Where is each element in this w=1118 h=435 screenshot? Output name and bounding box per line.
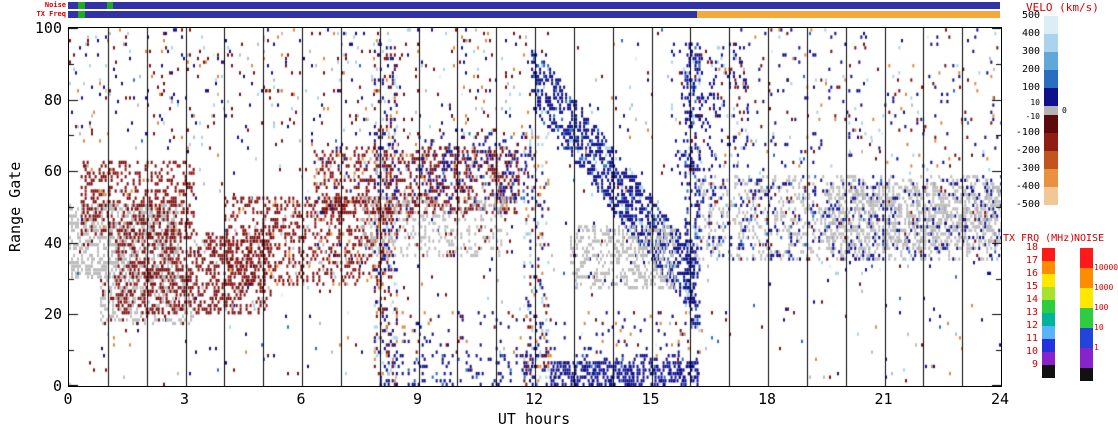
txfreq-strip-segment [77, 11, 86, 18]
velocity-colorbar-segment [1044, 151, 1058, 169]
plot-area [68, 27, 1002, 387]
velocity-colorbar-label: 100 [1021, 82, 1040, 93]
noise-colorbar-title: NOISE [1074, 233, 1105, 244]
noise-strip-segment [85, 2, 107, 9]
txfrq-colorbar-segment [1042, 339, 1055, 352]
velocity-colorbar-label: -300 [1015, 163, 1040, 174]
noise-colorbar-segment [1080, 248, 1093, 268]
noise-strip-segment [112, 2, 1000, 9]
noise-colorbar-segment [1080, 288, 1093, 308]
velocity-colorbar-segment [1044, 16, 1058, 34]
noise-colorbar-label: 100 [1094, 303, 1109, 312]
velocity-colorbar-segment [1044, 115, 1058, 133]
y-tick-label: 40 [43, 233, 62, 252]
noise-colorbar-label: 10 [1094, 323, 1104, 332]
noise-strip-segment [77, 2, 86, 9]
txfrq-colorbar-segment [1042, 248, 1055, 261]
y-tick-label: 0 [52, 377, 62, 395]
y-tick-label: 20 [43, 305, 62, 324]
txfreq-strip-segment [68, 11, 78, 18]
txfrq-colorbar-label: 10 [1025, 346, 1038, 357]
noise-colorbar-segment [1080, 348, 1093, 368]
txfrq-colorbar-label: 9 [1031, 359, 1038, 370]
noise-colorbar-label: 1 [1094, 343, 1099, 352]
velocity-colorbar-label: -10 [1025, 112, 1040, 121]
noise-colorbar-segment [1080, 328, 1093, 348]
noise-strip-label: Noise [44, 1, 66, 9]
velocity-colorbar-label: -100 [1015, 127, 1040, 138]
velocity-colorbar-label: -200 [1015, 145, 1040, 156]
velocity-colorbar-segment [1044, 187, 1058, 205]
noise-colorbar-bottom-segment [1080, 368, 1093, 381]
x-tick-label: 15 [641, 390, 660, 408]
x-tick-label: 0 [63, 390, 73, 408]
txfrq-colorbar-label: 16 [1025, 268, 1038, 279]
velocity-colorbar-segment [1044, 133, 1058, 151]
x-tick-label: 9 [412, 390, 423, 408]
velocity-colorbar-label: 200 [1021, 64, 1040, 75]
txfrq-colorbar-segment [1042, 300, 1055, 313]
velocity-colorbar-zero-label: 0 [1062, 106, 1067, 115]
velocity-colorbar-title: VELO (km/s) [1026, 1, 1099, 14]
txfrq-colorbar-title: TX FRQ (MHz) [1003, 233, 1076, 244]
x-tick-label: 3 [179, 390, 190, 408]
velocity-colorbar-zero-segment [1044, 106, 1058, 115]
txfreq-status-strip [68, 11, 1000, 18]
velocity-colorbar-segment [1044, 88, 1058, 106]
txfrq-colorbar-label: 15 [1025, 281, 1038, 292]
txfrq-colorbar-bottom-segment [1042, 365, 1055, 378]
txfrq-colorbar-segment [1042, 326, 1055, 339]
txfrq-colorbar-label: 11 [1025, 333, 1038, 344]
txfrq-colorbar-label: 13 [1025, 307, 1038, 318]
x-tick-label: 12 [524, 390, 544, 408]
noise-colorbar-label: 10000 [1094, 263, 1118, 272]
velocity-colorbar-label: -400 [1015, 181, 1040, 192]
noise-status-strip [68, 2, 1000, 9]
x-axis-label: UT hours [497, 410, 571, 428]
noise-strip-segment [68, 2, 78, 9]
noise-colorbar-segment [1080, 268, 1093, 288]
velocity-colorbar-segment [1044, 34, 1058, 52]
velocity-colorbar-label: 10 [1030, 98, 1040, 107]
velocity-colorbar-segment [1044, 52, 1058, 70]
noise-colorbar-label: 1000 [1094, 283, 1114, 292]
noise-colorbar-segment [1080, 308, 1093, 328]
velocity-colorbar-segment [1044, 70, 1058, 88]
txfreq-strip-label: TX Freq [36, 10, 66, 18]
txfrq-colorbar-segment [1042, 287, 1055, 300]
txfrq-colorbar-label: 18 [1025, 242, 1038, 253]
txfrq-colorbar-segment [1042, 352, 1055, 365]
y-tick-label: 100 [34, 19, 62, 37]
txfrq-colorbar-segment [1042, 261, 1055, 274]
txfreq-strip-segment [697, 11, 1000, 18]
y-tick-label: 60 [43, 162, 62, 181]
velocity-colorbar-label: 400 [1021, 28, 1040, 39]
x-tick-label: 24 [990, 390, 1010, 408]
txfrq-colorbar-label: 17 [1025, 255, 1038, 266]
x-tick-label: 18 [757, 390, 777, 408]
velocity-scatter-canvas [69, 28, 1001, 386]
velocity-colorbar-label: 500 [1021, 10, 1040, 21]
velocity-colorbar-segment [1044, 169, 1058, 187]
x-tick-label: 21 [874, 390, 893, 408]
txfrq-colorbar-label: 12 [1025, 320, 1038, 331]
velocity-colorbar-label: 300 [1021, 46, 1040, 57]
txfrq-colorbar-segment [1042, 313, 1055, 326]
x-tick-label: 6 [296, 390, 306, 408]
txfreq-strip-segment [85, 11, 698, 18]
noise-strip-segment [106, 2, 113, 9]
txfrq-colorbar-label: 14 [1025, 294, 1038, 305]
y-tick-label: 80 [43, 90, 62, 109]
txfrq-colorbar-segment [1042, 274, 1055, 287]
velocity-colorbar-label: -500 [1015, 199, 1040, 210]
